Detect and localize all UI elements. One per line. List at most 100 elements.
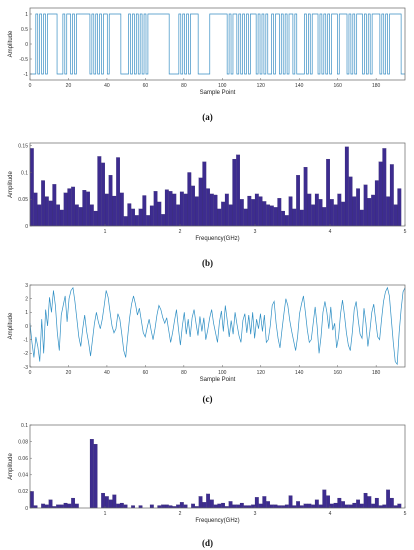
bar-d-21: [108, 499, 113, 509]
bar-b-98: [397, 188, 402, 227]
bar-b-66: [277, 198, 282, 227]
bar-b-17: [93, 210, 98, 227]
bar-b-22: [112, 195, 117, 227]
bar-b-82: [337, 193, 342, 227]
bar-b-85: [348, 176, 353, 227]
bar-b-11: [71, 186, 75, 227]
bar-d-48: [209, 499, 214, 509]
x-tick-label: 60: [143, 370, 149, 376]
bar-b-30: [142, 195, 147, 227]
bar-b-91: [371, 194, 375, 227]
bar-b-0: [29, 148, 34, 227]
x-tick-label: 5: [404, 229, 407, 235]
bar-d-69: [288, 495, 293, 509]
bar-b-76: [314, 193, 319, 227]
x-tick-label: 140: [295, 370, 304, 376]
y-tick-label: 0.04: [18, 473, 28, 479]
bar-b-42: [187, 172, 192, 227]
bar-d-96: [389, 497, 394, 509]
y-axis-label: Amplitude: [8, 30, 14, 57]
bar-b-36: [164, 189, 169, 227]
bar-b-38: [172, 193, 177, 227]
bar-d-20: [104, 496, 109, 509]
x-tick-label: 80: [181, 83, 187, 89]
bar-d-72: [299, 505, 304, 509]
bar-d-8: [59, 504, 64, 509]
bar-b-18: [97, 156, 102, 227]
y-tick-label: 0: [25, 42, 28, 48]
bar-d-91: [371, 503, 375, 509]
bar-d-68: [284, 504, 289, 509]
bar-d-95: [386, 489, 390, 509]
chart-panel-a: 0 20 40 60 80 100 120 140 160 180 -1 -0.5 0 0.5 1 Sampl…: [8, 7, 406, 122]
bar-b-20: [104, 193, 109, 227]
bar-b-68: [284, 215, 289, 227]
bar-d-45: [198, 496, 203, 509]
bar-b-81: [333, 204, 338, 227]
x-axis-label: Sample Point: [200, 377, 236, 383]
bar-d-87: [356, 499, 360, 509]
bar-d-53: [228, 501, 233, 509]
x-axis-label: Frequency(GHz): [195, 236, 239, 242]
bar-b-13: [78, 207, 83, 227]
bar-b-28: [134, 215, 139, 227]
bar-b-58: [247, 195, 252, 227]
bar-d-50: [217, 503, 222, 509]
bar-d-0: [29, 491, 34, 509]
y-tick-label: 0.02: [18, 489, 28, 495]
y-axis-label: Amplitude: [8, 171, 14, 198]
bar-d-35: [161, 504, 165, 509]
x-tick-label: 160: [334, 83, 343, 89]
bar-d-90: [367, 496, 372, 509]
bar-d-16: [89, 439, 94, 509]
bar-d-25: [123, 504, 128, 509]
y-tick-label: -2: [24, 351, 29, 357]
y-tick-label: 0: [25, 224, 28, 230]
bar-d-10: [67, 503, 72, 509]
bar-b-16: [89, 204, 94, 227]
bar-b-31: [146, 215, 150, 227]
bar-b-78: [322, 207, 327, 227]
bar-d-75: [311, 504, 315, 509]
bar-d-32: [149, 504, 154, 509]
bar-b-70: [292, 208, 297, 227]
bar-b-3: [41, 180, 45, 227]
bar-b-52: [224, 193, 229, 227]
y-axis-label: Amplitude: [8, 453, 14, 480]
bar-b-43: [191, 185, 195, 227]
y-tick-label: 0.1: [21, 423, 28, 429]
bar-d-74: [307, 503, 312, 509]
bar-d-39: [176, 504, 180, 509]
bar-b-51: [221, 201, 225, 227]
bar-d-76: [314, 499, 319, 509]
bar-b-87: [356, 188, 360, 227]
x-tick-label: 4: [329, 229, 332, 235]
panel-caption: (c): [203, 394, 213, 404]
x-tick-label: 180: [372, 370, 381, 376]
bar-d-7: [56, 504, 60, 509]
x-tick-label: 40: [104, 370, 110, 376]
bar-b-84: [344, 146, 349, 227]
bar-b-65: [273, 207, 278, 227]
x-tick-label: 2: [179, 229, 182, 235]
bar-d-23: [116, 503, 120, 509]
bar-d-66: [277, 505, 282, 509]
bar-b-23: [116, 157, 120, 227]
bar-d-51: [221, 502, 225, 509]
x-tick-label: 160: [334, 370, 343, 376]
bar-d-62: [262, 496, 267, 509]
bar-d-88: [359, 503, 364, 509]
bar-d-86: [352, 502, 357, 509]
bar-d-82: [337, 497, 342, 509]
bar-b-59: [251, 199, 255, 227]
bar-b-88: [359, 209, 364, 227]
bar-b-47: [206, 188, 210, 227]
x-tick-label: 120: [257, 370, 266, 376]
y-tick-label: 0.1: [21, 170, 28, 176]
y-tick-label: 1: [25, 12, 28, 18]
chart-panel-c: 0 20 40 60 80 100 120 140 160 180 -3 -2 -1 0 1 2 3 Sample…: [8, 283, 406, 404]
bar-d-65: [273, 504, 278, 509]
bar-d-61: [258, 503, 263, 509]
y-tick-label: 3: [25, 283, 28, 289]
y-tick-label: 1: [25, 310, 28, 316]
